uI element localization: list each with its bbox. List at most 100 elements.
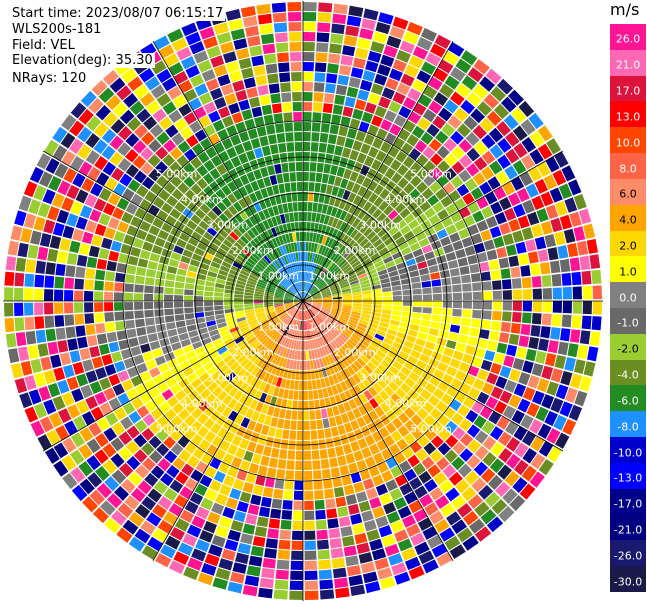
radar-gate <box>182 344 194 354</box>
radar-gate <box>194 247 205 257</box>
radar-gate <box>259 319 269 326</box>
radar-gate <box>573 193 587 210</box>
radar-gate <box>128 471 143 487</box>
radar-gate <box>5 256 17 271</box>
radar-gate <box>94 280 104 291</box>
radar-gate <box>335 445 345 457</box>
radar-gate <box>62 437 77 453</box>
radar-gate <box>332 307 342 311</box>
radar-gate <box>212 338 223 346</box>
radar-gate <box>401 311 412 318</box>
radar-gate <box>490 320 501 331</box>
radar-gate <box>263 372 271 383</box>
radar-gate <box>306 320 310 330</box>
radar-gate <box>543 174 558 190</box>
radar-gate <box>541 313 552 326</box>
radar-gate <box>489 426 504 441</box>
radar-gate <box>103 387 116 401</box>
radar-gate <box>301 330 303 340</box>
radar-gate <box>305 340 309 350</box>
radar-gate <box>495 170 510 185</box>
radar-gate <box>268 281 277 288</box>
radar-gate <box>345 555 359 567</box>
radar-gate <box>75 325 86 337</box>
radar-gate <box>140 520 156 535</box>
radar-gate <box>345 252 354 261</box>
radar-gate <box>320 309 330 315</box>
azimuth-spoke <box>42 300 304 452</box>
radar-gate <box>358 121 370 133</box>
radar-gate <box>531 195 545 210</box>
radar-gate <box>480 468 496 483</box>
radar-gate <box>541 274 552 287</box>
radar-gate <box>290 242 295 253</box>
radar-gate <box>163 436 176 449</box>
radar-gate <box>304 580 319 590</box>
radar-gate <box>235 89 248 102</box>
radar-gate <box>124 495 140 511</box>
radar-gate <box>45 447 60 464</box>
radar-gate <box>184 283 195 290</box>
radar-gate <box>146 512 162 527</box>
radar-gate <box>432 286 442 294</box>
colorbar-swatch <box>610 153 646 179</box>
radar-gate <box>144 301 154 310</box>
radar-gate <box>328 227 335 237</box>
radar-gate <box>321 113 332 124</box>
radar-gate <box>260 274 270 281</box>
radar-gate <box>368 192 379 204</box>
radar-gate <box>444 75 460 90</box>
radar-gate <box>292 252 297 262</box>
radar-gate <box>254 343 263 353</box>
radar-gate <box>187 389 199 401</box>
radar-gate <box>130 246 141 258</box>
radar-gate <box>303 294 310 301</box>
radar-gate <box>403 340 415 349</box>
radar-gate <box>14 210 27 226</box>
radar-gate <box>257 434 267 445</box>
radar-gate <box>209 87 223 101</box>
radar-gate <box>445 487 460 502</box>
radar-gate <box>255 75 268 86</box>
radar-gate <box>194 301 204 307</box>
radar-gate <box>296 242 301 252</box>
radar-gate <box>550 368 563 383</box>
radar-gate <box>403 31 419 45</box>
radar-gate <box>69 240 81 254</box>
radar-gate <box>496 246 508 259</box>
radar-gate <box>395 236 406 246</box>
radar-gate <box>459 326 470 336</box>
radar-gate <box>183 162 196 175</box>
radar-gate <box>74 313 85 325</box>
radar-gate <box>304 282 306 292</box>
radar-gate <box>295 152 303 162</box>
ring-label: 2.00km <box>232 346 274 359</box>
radar-gate <box>281 314 289 322</box>
radar-gate <box>209 457 222 470</box>
radar-gate <box>224 431 235 443</box>
radar-gate <box>177 421 190 435</box>
radar-gate <box>240 5 256 18</box>
radar-gate <box>137 480 152 495</box>
radar-gate <box>455 83 471 98</box>
radar-gate <box>513 142 528 159</box>
radar-gate <box>164 450 178 464</box>
radar-gate <box>174 314 185 322</box>
radar-gate <box>414 485 428 499</box>
radar-gate <box>269 195 277 206</box>
radar-gate <box>567 343 579 358</box>
radar-gate <box>156 131 170 145</box>
radar-gate <box>213 470 226 483</box>
radar-gate <box>324 377 331 387</box>
radar-gate <box>552 287 562 300</box>
radar-gate <box>163 511 178 526</box>
radar-gate <box>265 63 278 74</box>
radar-gate <box>544 352 557 367</box>
radar-gate <box>267 165 276 176</box>
radar-gate <box>214 296 224 301</box>
radar-gate <box>156 443 170 457</box>
radar-gate <box>331 363 339 373</box>
radar-gate <box>210 333 221 342</box>
radar-gate <box>265 538 278 549</box>
radar-gate <box>303 340 306 350</box>
